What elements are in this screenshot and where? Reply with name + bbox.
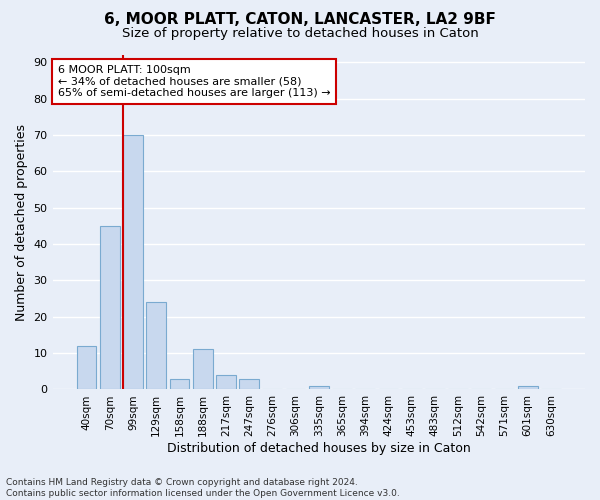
- Y-axis label: Number of detached properties: Number of detached properties: [15, 124, 28, 320]
- Bar: [518, 386, 538, 390]
- X-axis label: Distribution of detached houses by size in Caton: Distribution of detached houses by size …: [167, 442, 470, 455]
- Text: Size of property relative to detached houses in Caton: Size of property relative to detached ho…: [122, 28, 478, 40]
- Bar: [146, 302, 166, 390]
- Bar: [77, 346, 97, 390]
- Bar: [309, 386, 329, 390]
- Bar: [239, 378, 259, 390]
- Text: Contains HM Land Registry data © Crown copyright and database right 2024.
Contai: Contains HM Land Registry data © Crown c…: [6, 478, 400, 498]
- Text: 6 MOOR PLATT: 100sqm
← 34% of detached houses are smaller (58)
65% of semi-detac: 6 MOOR PLATT: 100sqm ← 34% of detached h…: [58, 65, 331, 98]
- Text: 6, MOOR PLATT, CATON, LANCASTER, LA2 9BF: 6, MOOR PLATT, CATON, LANCASTER, LA2 9BF: [104, 12, 496, 28]
- Bar: [100, 226, 119, 390]
- Bar: [193, 350, 212, 390]
- Bar: [216, 375, 236, 390]
- Bar: [170, 378, 190, 390]
- Bar: [123, 135, 143, 390]
